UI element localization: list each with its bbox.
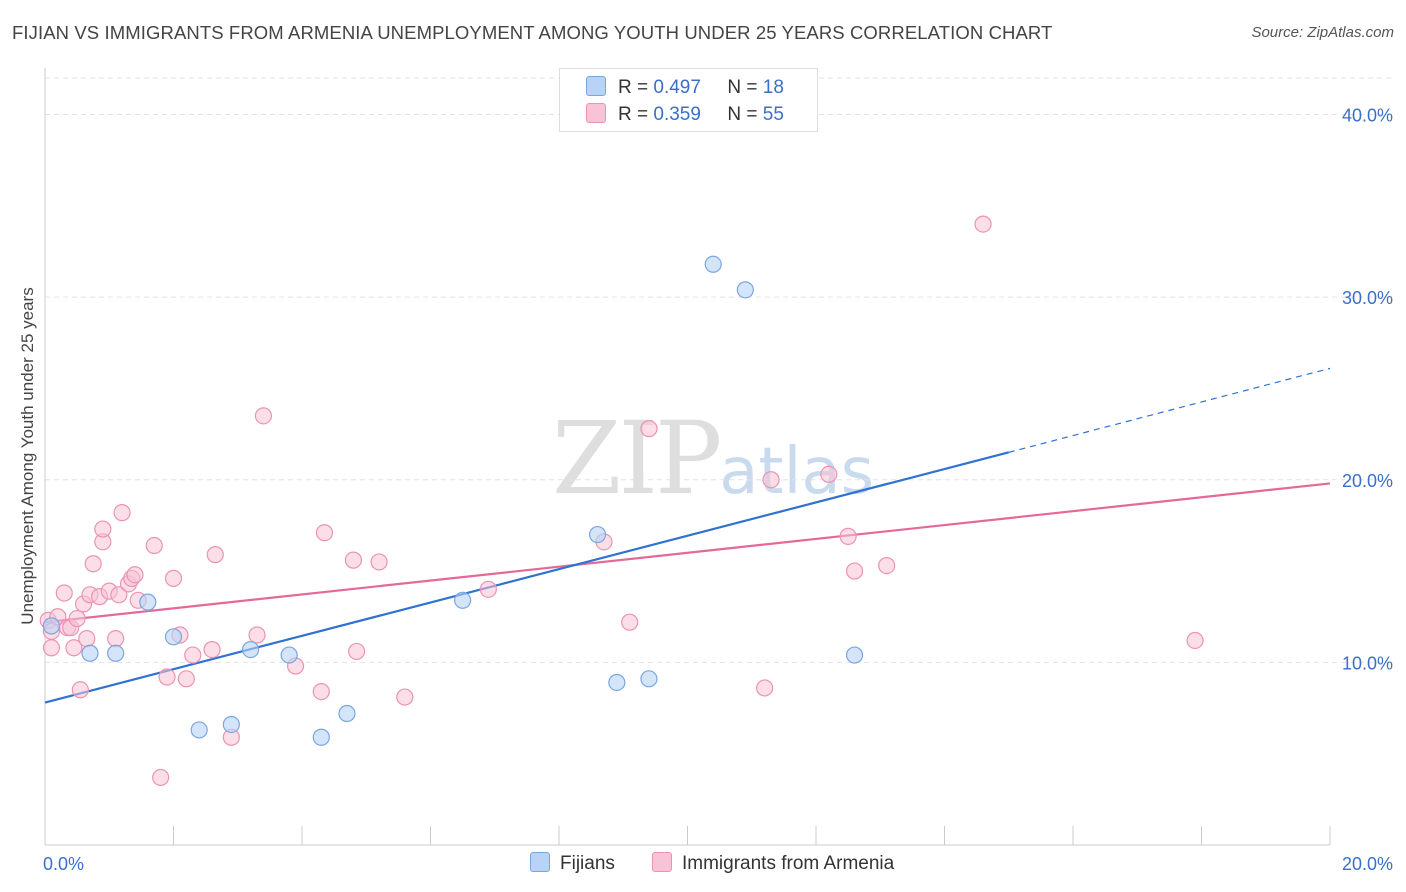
fijians-point — [736, 281, 754, 299]
armenia-point — [396, 688, 414, 706]
tick-labels: 10.0% 20.0% 30.0% 40.0% 0.0% 20.0% — [43, 106, 1393, 874]
fijians-point — [242, 640, 260, 659]
armenia-trend-line — [44, 482, 1331, 624]
fijians-point — [139, 593, 157, 611]
armenia-point — [820, 465, 838, 483]
fijians-point — [640, 670, 658, 688]
chart-title: FIJIAN VS IMMIGRANTS FROM ARMENIA UNEMPL… — [12, 22, 1053, 43]
armenia-point — [621, 613, 639, 631]
armenia-point — [254, 407, 273, 425]
legend-n-label: N = — [727, 77, 758, 98]
armenia-point — [158, 668, 176, 686]
legend-row-armenia: R = 0.359 N = 55 — [586, 103, 784, 127]
chart-source: Source: ZipAtlas.com — [1251, 24, 1394, 41]
fijians-point — [312, 728, 330, 746]
legend-n-value: 18 — [762, 77, 784, 98]
armenia-point — [1186, 631, 1204, 650]
armenia-point — [177, 670, 195, 688]
legend-r-value: 0.359 — [653, 104, 701, 125]
armenia-point — [110, 586, 128, 604]
armenia-point — [206, 546, 224, 564]
armenia-point — [145, 536, 163, 555]
armenia-point — [78, 630, 96, 648]
legend-n-value: 55 — [762, 104, 784, 125]
fijians-point — [280, 646, 298, 664]
armenia-point — [126, 566, 144, 584]
armenia-point — [152, 768, 170, 787]
armenia-legend-swatch — [652, 852, 672, 872]
fijians-point — [190, 721, 208, 739]
armenia-point — [113, 504, 131, 522]
legend-r-label: R = — [618, 77, 649, 98]
fijians-point — [588, 525, 607, 544]
armenia-legend-label: Immigrants from Armenia — [682, 853, 895, 874]
x-tick-label: 20.0% — [1342, 854, 1393, 874]
armenia-point — [344, 551, 362, 569]
y-tick-label: 10.0% — [1342, 653, 1393, 673]
fijians-point — [222, 715, 240, 734]
armenia-point — [55, 584, 73, 602]
legend-n-label: N = — [727, 104, 758, 125]
armenia-point — [65, 639, 83, 657]
x-tick-label: 0.0% — [43, 854, 84, 874]
fijians-legend-label: Fijians — [560, 853, 615, 874]
armenia-point — [762, 471, 780, 489]
armenia-point — [348, 642, 366, 661]
watermark: ZIPatlas — [552, 400, 874, 517]
fijians-swatch — [586, 76, 606, 96]
armenia-point — [107, 630, 125, 648]
armenia-point — [164, 569, 183, 587]
data-points — [39, 215, 1204, 787]
legend-r-label: R = — [618, 104, 649, 125]
armenia-point — [312, 682, 330, 701]
armenia-point — [94, 520, 112, 538]
armenia-point — [370, 553, 388, 571]
fijians-trend-extension — [1008, 367, 1331, 453]
legend-row-fijians: R = 0.497 N = 18 — [586, 76, 784, 100]
armenia-point — [755, 679, 774, 697]
fijians-point — [454, 591, 472, 609]
watermark-atlas: atlas — [719, 435, 874, 509]
trend-lines — [44, 367, 1331, 704]
armenia-point — [248, 626, 266, 644]
armenia-point — [71, 681, 89, 699]
fijians-point — [81, 644, 99, 662]
armenia-swatch — [586, 103, 606, 123]
armenia-point — [42, 639, 61, 657]
armenia-point — [479, 580, 497, 598]
fijians-trend-line — [44, 451, 1010, 704]
armenia-point — [878, 556, 896, 575]
armenia-point — [839, 527, 857, 545]
correlation-legend: R = 0.497 N = 18 R = 0.359 N = 55 — [559, 68, 818, 132]
armenia-point — [203, 640, 221, 659]
fijians-point — [338, 704, 356, 723]
watermark-zip: ZIP — [552, 400, 722, 517]
fijians-point — [164, 628, 183, 646]
axes — [44, 68, 1331, 846]
armenia-point — [640, 420, 658, 438]
y-tick-label: 20.0% — [1342, 471, 1393, 491]
fijians-point — [608, 673, 626, 692]
armenia-point — [184, 646, 202, 664]
bottom-legend-armenia: Immigrants from Armenia — [652, 852, 894, 875]
fijians-point — [107, 644, 125, 662]
armenia-point — [315, 524, 334, 542]
fijians-point — [42, 617, 61, 635]
armenia-point — [84, 555, 102, 573]
bottom-legend-fijians: Fijians — [530, 852, 615, 875]
fijians-legend-swatch — [530, 852, 550, 872]
fijians-point — [845, 646, 864, 664]
legend-r-value: 0.497 — [653, 77, 701, 98]
fijians-point — [704, 255, 722, 273]
y-tick-label: 40.0% — [1342, 106, 1393, 126]
armenia-point — [68, 609, 86, 628]
armenia-point — [974, 215, 992, 233]
armenia-point — [845, 562, 864, 580]
gridlines — [45, 77, 1392, 663]
y-tick-label: 30.0% — [1342, 288, 1393, 308]
